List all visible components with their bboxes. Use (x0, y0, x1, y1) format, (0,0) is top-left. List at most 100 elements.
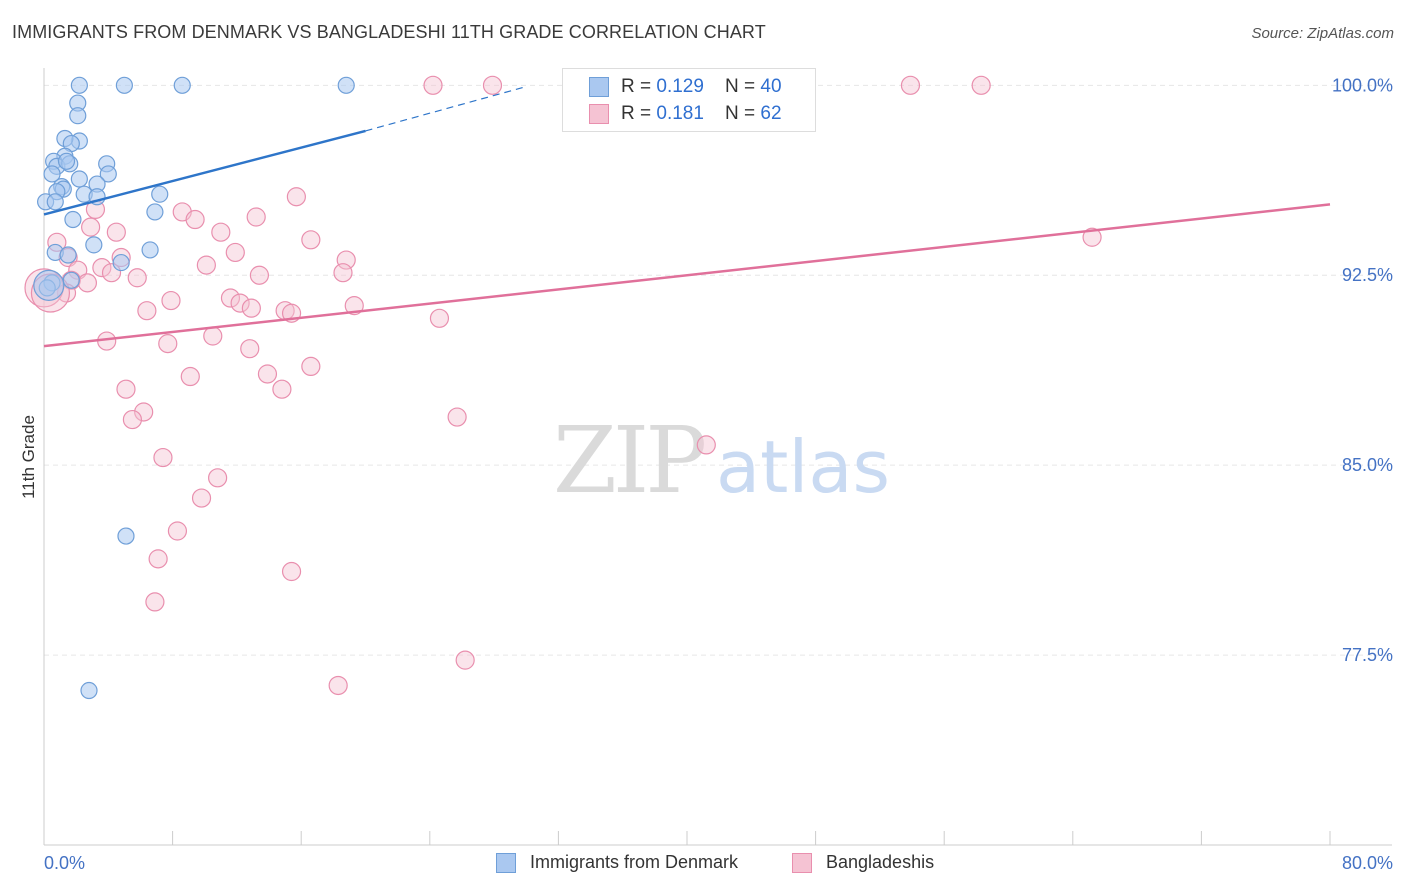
bangladeshis-point-59 (1082, 227, 1102, 247)
denmark-point-27 (146, 203, 164, 221)
bangladeshis-point-28 (161, 290, 181, 311)
x-tick-labels: 0.0% 80.0% (44, 853, 1393, 873)
bangladeshis-point-50 (153, 447, 173, 468)
bangladeshis-point-48 (447, 407, 467, 427)
bangladeshis-point-55 (281, 561, 302, 582)
bangladeshis-point-44 (272, 379, 292, 399)
legend-n-value: 62 (760, 103, 782, 124)
denmark-point-37 (117, 527, 135, 545)
legend-swatch-denmark (589, 77, 609, 97)
x-tick-label-1: 80.0% (1342, 853, 1393, 873)
bangladeshis-point-41 (301, 356, 321, 377)
bangladeshis-point-22 (333, 263, 353, 283)
bottom-legend-bangladeshis[interactable]: Bangladeshis (792, 852, 934, 873)
bangladeshis-point-40 (240, 339, 260, 359)
y-tick-labels: 77.5% 85.0% 92.5% 100.0% (1332, 75, 1393, 665)
bangladeshis-point-23 (249, 265, 270, 285)
bangladeshis-point-26 (77, 273, 98, 293)
trend-line-denmark-extension (365, 86, 527, 132)
bangladeshis-point-8 (246, 207, 266, 227)
bottom-legend-swatch-bangladeshis (792, 852, 812, 873)
y-tick-label-1: 85.0% (1342, 455, 1393, 475)
source-label: Source: ZipAtlas.com (1251, 25, 1394, 42)
denmark-point-16 (70, 170, 88, 188)
grid-lines (44, 84, 1392, 656)
denmark-point-2 (173, 76, 191, 94)
legend-row-denmark: R = 0.129 N = 40 (589, 75, 782, 99)
bangladeshis-point-29 (220, 288, 241, 308)
denmark-point-0 (70, 76, 88, 94)
legend-r-label: R = (621, 76, 657, 97)
bangladeshis-point-56 (145, 592, 165, 612)
bangladeshis-point-30 (230, 293, 250, 313)
denmark-point-34 (62, 271, 80, 289)
bangladeshis-point-52 (191, 488, 212, 508)
bottom-legend-denmark[interactable]: Immigrants from Denmark (496, 852, 738, 873)
bangladeshis-point-42 (257, 364, 278, 384)
bottom-legend-label-denmark: Immigrants from Denmark (530, 852, 739, 872)
bangladeshis-point-19 (92, 258, 112, 278)
bangladeshis-point-10 (211, 222, 231, 242)
denmark-point-15 (43, 165, 61, 183)
bangladeshis-point-54 (148, 549, 168, 569)
bangladeshis-point-4 (286, 187, 306, 207)
bangladeshis-point-49 (696, 435, 716, 455)
legend-r-label: R = (621, 103, 657, 124)
denmark-point-13 (57, 152, 76, 170)
legend-stats: R = 0.129 N = 40 R = 0.181 N = 62 (562, 68, 816, 132)
denmark-point-24 (151, 185, 169, 203)
bangladeshis-point-46 (134, 402, 154, 422)
bangladeshis-point-32 (344, 296, 364, 316)
bangladeshis-point-57 (455, 650, 475, 670)
series-denmark-points (33, 76, 355, 700)
denmark-point-31 (59, 246, 77, 264)
trend-line-denmark (43, 129, 366, 216)
trend-lines (43, 86, 1331, 348)
y-tick-label-0: 77.5% (1342, 645, 1393, 665)
legend-r-value: 0.181 (656, 103, 704, 124)
denmark-point-3 (337, 76, 355, 94)
bangladeshis-point-43 (180, 366, 200, 387)
watermark-zip: ZIP (553, 407, 704, 514)
denmark-point-5 (69, 107, 87, 125)
bottom-legend-label-bangladeshis: Bangladeshis (826, 852, 935, 872)
denmark-point-32 (141, 241, 159, 259)
y-tick-label-2: 92.5% (1342, 265, 1393, 285)
bangladeshis-point-7 (185, 209, 205, 230)
bangladeshis-point-18 (196, 255, 216, 275)
bangladeshis-point-1 (482, 75, 503, 95)
bangladeshis-point-45 (116, 379, 136, 399)
bangladeshis-point-12 (301, 230, 321, 250)
denmark-point-26 (46, 193, 64, 211)
y-tick-label-3: 100.0% (1332, 75, 1393, 95)
denmark-point-17 (99, 165, 117, 183)
x-tick-label-0: 0.0% (44, 853, 85, 873)
denmark-point-28 (64, 210, 82, 229)
series-bangladeshis-points (24, 75, 1102, 696)
bangladeshis-point-14 (225, 242, 245, 263)
denmark-point-39 (33, 269, 65, 301)
bangladeshis-point-9 (81, 217, 101, 237)
bangladeshis-point-31 (241, 298, 261, 318)
bangladeshis-point-3 (971, 75, 991, 95)
bangladeshis-point-0 (423, 75, 443, 95)
denmark-point-38 (80, 681, 98, 700)
legend-swatch-bangladeshis (589, 104, 609, 124)
bangladeshis-point-11 (106, 222, 126, 242)
legend-n-value: 40 (760, 76, 782, 97)
denmark-point-1 (115, 76, 133, 94)
y-axis-title: 11th Grade (19, 415, 38, 499)
bangladeshis-point-17 (336, 250, 356, 270)
denmark-point-33 (112, 253, 130, 272)
legend-n-label: N = (725, 76, 761, 97)
chart-title: IMMIGRANTS FROM DENMARK VS BANGLADESHI 1… (12, 22, 766, 42)
watermark-atlas: atlas (716, 425, 890, 509)
legend-row-bangladeshis: R = 0.181 N = 62 (589, 102, 782, 126)
legend-r-value: 0.129 (656, 76, 704, 97)
bangladeshis-point-39 (158, 334, 178, 354)
legend-n-label: N = (725, 103, 761, 124)
trend-line-bangladeshis (43, 203, 1331, 348)
bangladeshis-point-37 (203, 326, 223, 346)
bangladeshis-point-34 (137, 301, 157, 321)
